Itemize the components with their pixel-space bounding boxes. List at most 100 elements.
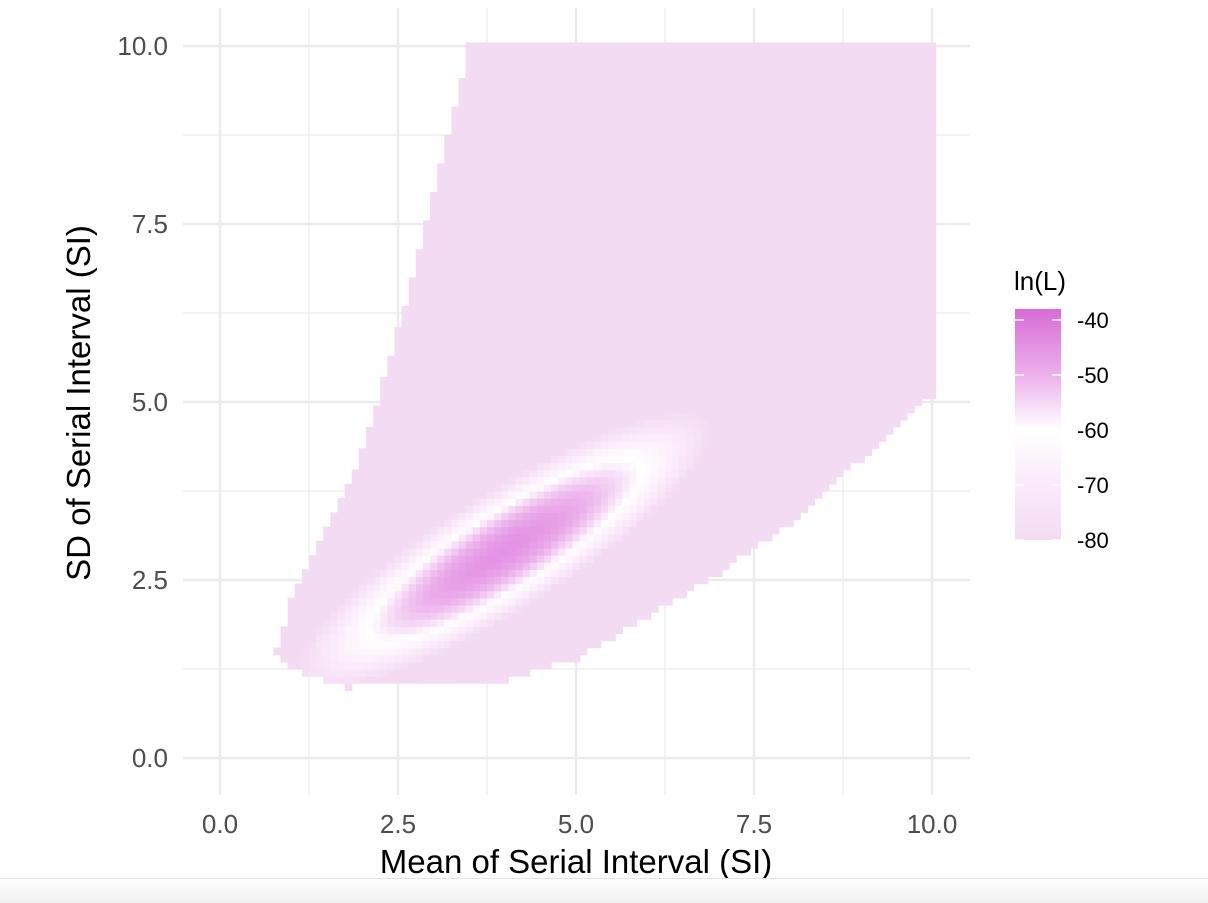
heatmap-cell xyxy=(572,641,580,649)
heatmap-cell xyxy=(544,285,552,293)
heatmap-cell xyxy=(658,491,666,499)
heatmap-cell xyxy=(416,584,424,592)
heatmap-cell xyxy=(580,612,588,620)
heatmap-cell xyxy=(565,220,573,228)
heatmap-cell xyxy=(409,356,417,364)
heatmap-cell xyxy=(758,341,766,349)
heatmap-cell xyxy=(743,498,751,506)
heatmap-cell xyxy=(558,434,566,442)
heatmap-cell xyxy=(679,463,687,471)
heatmap-cell xyxy=(615,470,623,478)
heatmap-cell xyxy=(430,334,438,342)
heatmap-cell xyxy=(572,648,580,656)
heatmap-cell xyxy=(658,57,666,65)
heatmap-cell xyxy=(523,149,531,157)
heatmap-cell xyxy=(515,306,523,314)
heatmap-cell xyxy=(480,85,488,93)
heatmap-cell xyxy=(459,156,467,164)
heatmap-cell xyxy=(644,192,652,200)
heatmap-cell xyxy=(651,263,659,271)
heatmap-cell xyxy=(665,527,673,535)
heatmap-cell xyxy=(494,242,502,250)
heatmap-cell xyxy=(743,512,751,520)
heatmap-cell xyxy=(800,356,808,364)
heatmap-cell xyxy=(466,206,474,214)
heatmap-cell xyxy=(459,92,467,100)
heatmap-cell xyxy=(444,263,452,271)
heatmap-cell xyxy=(487,57,495,65)
heatmap-cell xyxy=(423,648,431,656)
heatmap-cell xyxy=(800,142,808,150)
heatmap-cell xyxy=(729,541,737,549)
heatmap-cell xyxy=(765,149,773,157)
heatmap-cell xyxy=(466,519,474,527)
heatmap-cell xyxy=(601,206,609,214)
heatmap-cell xyxy=(508,199,516,207)
heatmap-cell xyxy=(672,220,680,228)
heatmap-cell xyxy=(644,519,652,527)
heatmap-cell xyxy=(629,356,637,364)
heatmap-cell xyxy=(508,192,516,200)
heatmap-cell xyxy=(800,263,808,271)
heatmap-cell xyxy=(693,256,701,264)
heatmap-cell xyxy=(572,50,580,58)
heatmap-cell xyxy=(416,498,424,506)
heatmap-cell xyxy=(622,420,630,428)
heatmap-cell xyxy=(701,156,709,164)
heatmap-cell xyxy=(551,263,559,271)
heatmap-cell xyxy=(423,591,431,599)
heatmap-cell xyxy=(423,341,431,349)
heatmap-cell xyxy=(679,527,687,535)
heatmap-cell xyxy=(466,398,474,406)
heatmap-cell xyxy=(373,548,381,556)
heatmap-cell xyxy=(537,142,545,150)
heatmap-cell xyxy=(437,192,445,200)
heatmap-cell xyxy=(288,641,296,649)
heatmap-cell xyxy=(515,149,523,157)
heatmap-cell xyxy=(572,42,580,50)
heatmap-cell xyxy=(523,562,531,570)
heatmap-cell xyxy=(601,285,609,293)
heatmap-cell xyxy=(786,370,794,378)
heatmap-cell xyxy=(473,562,481,570)
heatmap-cell xyxy=(793,242,801,250)
heatmap-cell xyxy=(494,178,502,186)
heatmap-cell xyxy=(487,569,495,577)
heatmap-cell xyxy=(523,178,531,186)
heatmap-cell xyxy=(644,591,652,599)
heatmap-cell xyxy=(637,562,645,570)
heatmap-cell xyxy=(459,555,467,563)
heatmap-cell xyxy=(572,285,580,293)
heatmap-cell xyxy=(629,491,637,499)
heatmap-cell xyxy=(679,135,687,143)
heatmap-cell xyxy=(800,178,808,186)
heatmap-cell xyxy=(565,356,573,364)
heatmap-cell xyxy=(743,50,751,58)
heatmap-cell xyxy=(558,85,566,93)
heatmap-cell xyxy=(708,356,716,364)
heatmap-cell xyxy=(665,334,673,342)
heatmap-cell xyxy=(743,313,751,321)
heatmap-cell xyxy=(373,676,381,684)
heatmap-cell xyxy=(416,377,424,385)
heatmap-cell xyxy=(451,228,459,236)
heatmap-cell xyxy=(800,327,808,335)
heatmap-cell xyxy=(686,71,694,79)
heatmap-cell xyxy=(551,633,559,641)
heatmap-cell xyxy=(473,85,481,93)
heatmap-cell xyxy=(437,398,445,406)
heatmap-cell xyxy=(387,548,395,556)
heatmap-cell xyxy=(394,491,402,499)
heatmap-cell xyxy=(508,391,516,399)
heatmap-cell xyxy=(523,384,531,392)
heatmap-cell xyxy=(743,107,751,115)
heatmap-cell xyxy=(629,349,637,357)
heatmap-cell xyxy=(587,413,595,421)
heatmap-cell xyxy=(750,448,758,456)
heatmap-cell xyxy=(729,384,737,392)
heatmap-cell xyxy=(743,398,751,406)
heatmap-cell xyxy=(423,619,431,627)
heatmap-cell xyxy=(807,448,815,456)
heatmap-cell xyxy=(409,463,417,471)
heatmap-cell xyxy=(373,441,381,449)
